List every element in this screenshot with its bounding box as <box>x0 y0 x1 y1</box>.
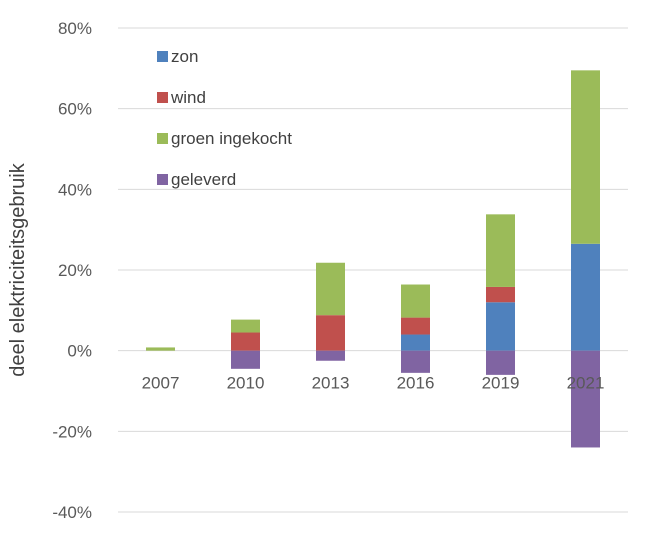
bar-geleverd-2019 <box>486 350 515 375</box>
bar-zon-2021 <box>571 243 600 351</box>
bar-wind-2019 <box>486 286 515 303</box>
bar-geleverd-2016 <box>401 350 430 373</box>
bar-wind-2010 <box>231 332 260 351</box>
bar-wind-2016 <box>401 317 430 335</box>
bar-geleverd-2021 <box>571 350 600 448</box>
bar-groen-ingekocht-2021 <box>571 70 600 244</box>
y-tick-label: 0% <box>67 342 92 361</box>
legend-swatch <box>157 51 168 62</box>
y-tick-label: -20% <box>52 422 92 441</box>
legend-label: groen ingekocht <box>171 129 292 148</box>
legend-label: wind <box>170 88 206 107</box>
legend-label: geleverd <box>171 170 236 189</box>
bar-geleverd-2010 <box>231 350 260 369</box>
bar-groen-ingekocht-2016 <box>401 284 430 318</box>
x-tick-label: 2021 <box>567 374 605 393</box>
legend-swatch <box>157 92 168 103</box>
bars <box>146 70 600 448</box>
legend-label: zon <box>171 47 198 66</box>
bar-wind-2013 <box>316 315 345 351</box>
y-tick-label: -40% <box>52 503 92 522</box>
y-tick-label: 60% <box>58 100 92 119</box>
y-tick-label: 80% <box>58 19 92 38</box>
x-tick-label: 2019 <box>482 374 520 393</box>
bar-zon-2016 <box>401 334 430 351</box>
x-tick-label: 2013 <box>312 374 350 393</box>
legend-swatch <box>157 174 168 185</box>
legend-swatch <box>157 133 168 144</box>
bar-zon-2019 <box>486 302 515 351</box>
gridlines <box>118 27 628 513</box>
bar-groen-ingekocht-2010 <box>231 319 260 333</box>
x-tick-label: 2016 <box>397 374 435 393</box>
x-tick-label: 2010 <box>227 374 265 393</box>
y-axis-tick-labels: -40% -20% 0% 20% 40% 60% 80% <box>52 19 92 522</box>
bar-groen-ingekocht-2013 <box>316 262 345 316</box>
bar-groen-ingekocht-2019 <box>486 214 515 287</box>
x-tick-label: 2007 <box>142 374 180 393</box>
x-axis-tick-labels: 2007 2010 2013 2016 2019 2021 <box>142 374 605 393</box>
y-axis-title: deel elektriciteitsgebruik <box>7 162 29 376</box>
y-tick-label: 40% <box>58 180 92 199</box>
bar-groen-ingekocht-2007 <box>146 347 175 351</box>
legend: zon wind groen ingekocht geleverd <box>157 47 292 189</box>
y-tick-label: 20% <box>58 261 92 280</box>
bar-geleverd-2013 <box>316 350 345 361</box>
